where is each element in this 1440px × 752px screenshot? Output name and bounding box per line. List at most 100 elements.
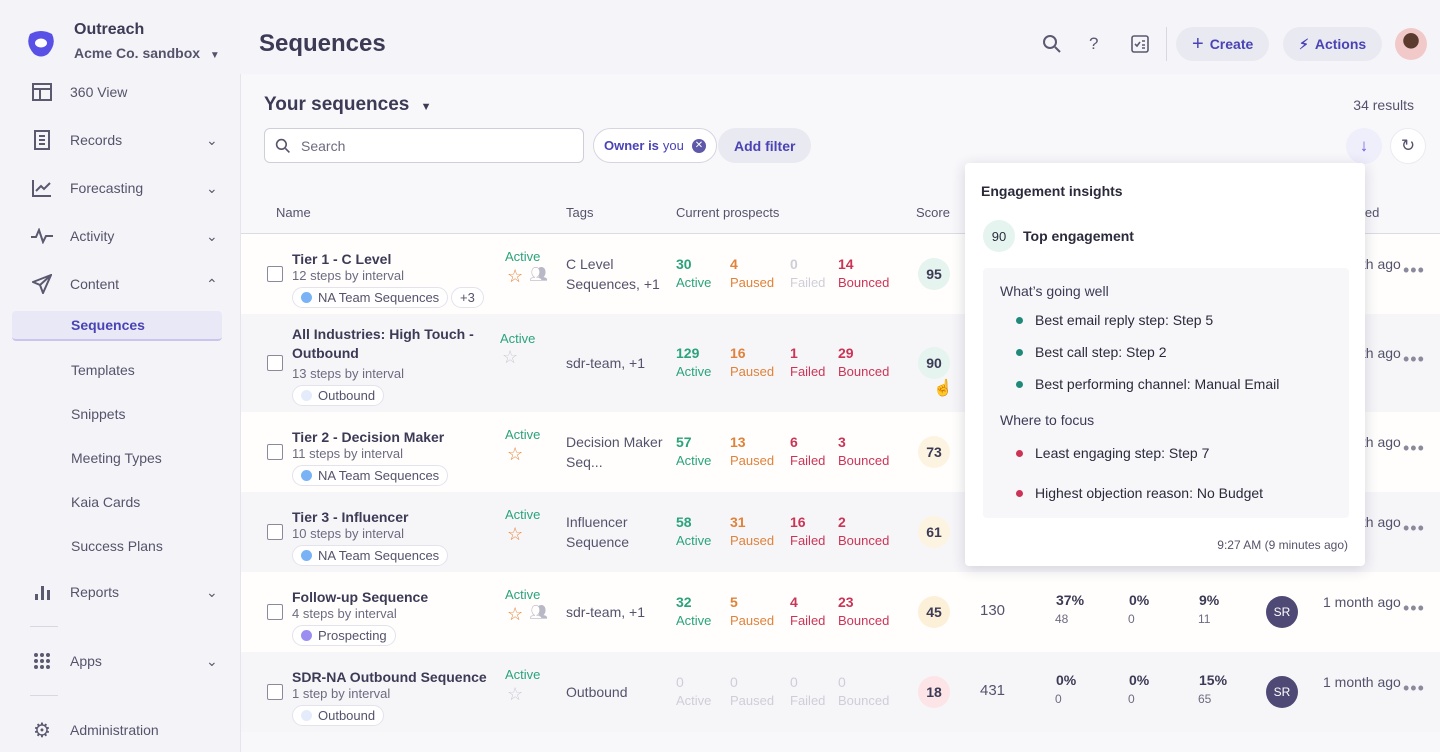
star-filled-icon[interactable]: ☆ [507, 604, 524, 624]
star-filled-icon[interactable]: ☆ [507, 266, 524, 286]
prospects-bounced-count[interactable]: 29 [838, 345, 854, 361]
sidebar-item-meeting-types[interactable]: Meeting Types [71, 450, 162, 466]
sidebar-item-administration[interactable]: ⚙ Administration [30, 718, 220, 742]
sequence-name[interactable]: SDR-NA Outbound Sequence [292, 669, 487, 685]
prospects-bounced-label: Bounced [838, 613, 890, 628]
tag-chip[interactable]: NA Team Sequences [292, 287, 449, 308]
actions-button[interactable]: ⚡︎ Actions [1283, 27, 1383, 61]
search-icon[interactable] [1042, 34, 1062, 54]
sidebar-item-360-view[interactable]: 360 View [30, 80, 220, 104]
prospects-bounced-count[interactable]: 23 [838, 594, 854, 610]
score-badge[interactable]: 90 [918, 347, 950, 379]
tag-chip[interactable]: Outbound [292, 385, 385, 406]
owner-avatar[interactable]: SR [1266, 596, 1298, 628]
sequence-name[interactable]: Tier 3 - Influencer [292, 509, 409, 525]
sidebar-item-templates[interactable]: Templates [71, 362, 135, 378]
prospects-failed-count[interactable]: 0 [790, 256, 798, 272]
sequence-name[interactable]: Tier 1 - C Level [292, 251, 392, 267]
prospects-active-count[interactable]: 0 [676, 674, 684, 690]
score-badge[interactable]: 18 [918, 676, 950, 708]
sidebar-item-content[interactable]: Content ⌃ [30, 272, 220, 296]
tag-chip-label: NA Team Sequences [318, 290, 440, 305]
prospects-active-count[interactable]: 32 [676, 594, 692, 610]
prospects-failed-count[interactable]: 16 [790, 514, 806, 530]
more-options-icon[interactable]: ••• [1403, 678, 1425, 698]
create-button[interactable]: + Create [1176, 27, 1270, 61]
prospects-paused-count[interactable]: 0 [730, 674, 738, 690]
star-filled-icon[interactable]: ☆ [507, 524, 524, 544]
sequence-name[interactable]: All Industries: High Touch - Outbound [292, 326, 474, 361]
prospects-bounced-count[interactable]: 2 [838, 514, 846, 530]
prospects-failed-count[interactable]: 1 [790, 345, 798, 361]
column-name[interactable]: Name [276, 205, 311, 220]
tag-chip[interactable]: Outbound [292, 705, 385, 726]
score-badge[interactable]: 45 [918, 596, 950, 628]
sidebar-item-success-plans[interactable]: Success Plans [71, 538, 163, 554]
column-current-prospects[interactable]: Current prospects [676, 205, 780, 220]
table-row[interactable]: SDR-NA Outbound Sequence 1 step by interv… [241, 652, 1440, 732]
star-filled-icon[interactable]: ☆ [507, 444, 524, 464]
prospects-bounced-count[interactable]: 3 [838, 434, 846, 450]
prospects-paused-count[interactable]: 5 [730, 594, 738, 610]
table-row[interactable]: Follow-up Sequence 4 steps by interval Pro… [241, 572, 1440, 652]
more-options-icon[interactable]: ••• [1403, 598, 1425, 618]
sidebar-item-kaia-cards[interactable]: Kaia Cards [71, 494, 141, 510]
tag-color-dot [301, 470, 312, 481]
more-options-icon[interactable]: ••• [1403, 260, 1425, 280]
score-badge[interactable]: 73 [918, 436, 950, 468]
row-checkbox[interactable] [267, 444, 283, 460]
prospects-paused-count[interactable]: 4 [730, 256, 738, 272]
sidebar-item-reports[interactable]: Reports ⌄ [30, 580, 220, 604]
prospects-paused-count[interactable]: 16 [730, 345, 746, 361]
star-icon[interactable]: ☆ [502, 347, 519, 367]
prospects-active-count[interactable]: 58 [676, 514, 692, 530]
tasks-icon[interactable] [1130, 34, 1150, 54]
row-checkbox[interactable] [267, 266, 283, 282]
row-checkbox[interactable] [267, 524, 283, 540]
sequence-name[interactable]: Tier 2 - Decision Maker [292, 429, 445, 445]
prospects-bounced-count[interactable]: 0 [838, 674, 846, 690]
sort-down-icon[interactable]: ↓ [1346, 128, 1382, 164]
sidebar-item-sequences[interactable]: Sequences [12, 311, 222, 341]
row-checkbox[interactable] [267, 684, 283, 700]
star-icon[interactable]: ☆ [507, 684, 524, 704]
prospects-active-count[interactable]: 57 [676, 434, 692, 450]
prospects-failed-count[interactable]: 4 [790, 594, 798, 610]
help-icon[interactable]: ? [1089, 34, 1099, 53]
sequence-name[interactable]: Follow-up Sequence [292, 589, 429, 605]
more-options-icon[interactable]: ••• [1403, 438, 1425, 458]
column-score[interactable]: Score [916, 205, 950, 220]
owner-avatar[interactable]: SR [1266, 676, 1298, 708]
sidebar-item-apps[interactable]: Apps ⌄ [30, 649, 220, 673]
row-checkbox[interactable] [267, 604, 283, 620]
search-input[interactable]: Search [264, 128, 584, 163]
org-switcher[interactable]: Acme Co. sandbox ▼ [74, 45, 220, 61]
user-avatar[interactable] [1395, 28, 1427, 60]
column-tags[interactable]: Tags [566, 205, 594, 220]
row-checkbox[interactable] [267, 355, 283, 371]
prospects-active-count[interactable]: 129 [676, 345, 700, 361]
sidebar-item-snippets[interactable]: Snippets [71, 406, 126, 422]
more-options-icon[interactable]: ••• [1403, 518, 1425, 538]
score-badge[interactable]: 61 [918, 516, 950, 548]
more-tags-chip[interactable]: +3 [451, 287, 484, 308]
refresh-icon[interactable]: ↻ [1390, 128, 1426, 164]
tag-chip[interactable]: NA Team Sequences [292, 465, 449, 486]
prospects-active-count[interactable]: 30 [676, 256, 692, 272]
score-badge[interactable]: 95 [918, 258, 950, 290]
sidebar-item-activity[interactable]: Activity ⌄ [30, 224, 220, 248]
add-filter-button[interactable]: Add filter [718, 128, 812, 163]
prospects-failed-count[interactable]: 6 [790, 434, 798, 450]
prospects-paused-count[interactable]: 31 [730, 514, 746, 530]
more-options-icon[interactable]: ••• [1403, 349, 1425, 369]
sidebar-item-records[interactable]: Records ⌄ [30, 128, 220, 152]
tag-chip[interactable]: NA Team Sequences [292, 545, 449, 566]
owner-filter-chip[interactable]: Owner is you ✕ [593, 128, 717, 163]
clear-filter-icon[interactable]: ✕ [691, 138, 706, 153]
prospects-bounced-count[interactable]: 14 [838, 256, 854, 272]
sidebar-item-forecasting[interactable]: Forecasting ⌄ [30, 176, 220, 200]
prospects-failed-count[interactable]: 0 [790, 674, 798, 690]
prospects-paused-count[interactable]: 13 [730, 434, 746, 450]
tag-chip[interactable]: Prospecting [292, 625, 396, 646]
view-selector[interactable]: Your sequences ▼ [264, 94, 432, 116]
